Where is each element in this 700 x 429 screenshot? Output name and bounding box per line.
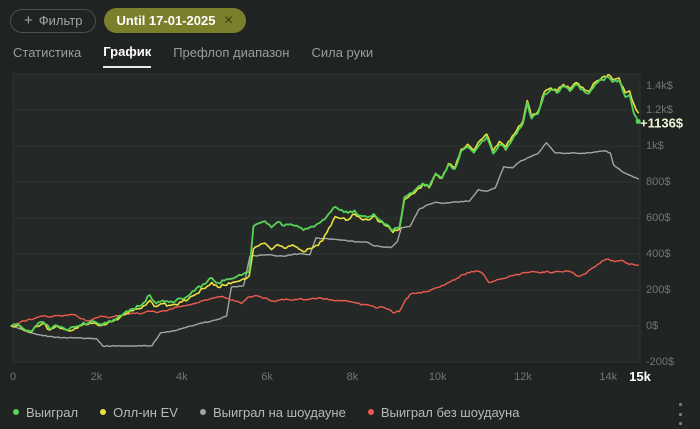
series-line-won-showdown — [10, 142, 639, 348]
tab-hand-strength[interactable]: Сила руки — [311, 44, 373, 68]
series-end-dot-won — [635, 119, 641, 125]
filter-toolbar: + Фильтр Until 17-01-2025 ✕ — [10, 8, 246, 33]
x-tick-label: 12k — [514, 371, 532, 383]
tab-preflop-range[interactable]: Префлоп диапазон — [173, 44, 289, 68]
x-tick-label: 4k — [175, 371, 188, 383]
legend-dot-allin-ev — [100, 409, 107, 415]
chart-legend: Выиграл Олл-ин EV Выиграл на шоудауне Выигр… — [13, 404, 519, 420]
legend-dot-won — [13, 409, 19, 415]
series-line-won-no-showdown — [10, 258, 639, 327]
x-tick-label: 6k — [261, 371, 273, 383]
y-tick-label: -200$ — [646, 356, 675, 368]
tab-label-statistics: Статистика — [13, 45, 82, 60]
y-tick-label: 1k$ — [646, 140, 664, 152]
series-line-won — [10, 75, 640, 333]
legend-item-won-no-showdown[interactable]: Выиграл без шоудауна — [367, 405, 519, 420]
x-axis-end-label: 15k — [629, 369, 651, 384]
tab-chart[interactable]: График — [103, 44, 152, 68]
tab-label-preflop-range: Префлоп диапазон — [173, 45, 290, 60]
legend-item-allin-ev[interactable]: Олл-ин EV — [100, 405, 178, 420]
close-icon[interactable]: ✕ — [223, 13, 234, 27]
tab-label-hand-strength: Сила руки — [311, 45, 374, 60]
x-tick-label: 0 — [9, 371, 17, 383]
date-filter-chip[interactable]: Until 17-01-2025 ✕ — [104, 8, 246, 33]
tab-statistics[interactable]: Статистика — [13, 44, 81, 68]
legend-dot-won-showdown — [199, 409, 206, 415]
y-tick-label: 200$ — [646, 284, 671, 296]
legend-item-won[interactable]: Выиграл — [13, 405, 78, 420]
plus-icon: + — [24, 11, 33, 29]
y-tick-label: 1.4k$ — [646, 80, 673, 92]
x-tick-label: 14k — [599, 371, 618, 383]
y-tick-label: 400$ — [646, 248, 671, 260]
tab-label-chart: График — [103, 44, 152, 59]
current-value-badge: +1136$ — [640, 115, 684, 131]
tab-bar: Статистика График Префлоп диапазон Сила рук… — [13, 44, 373, 68]
x-tick-label: 2k — [90, 371, 103, 383]
date-filter-label: Until 17-01-2025 — [116, 13, 216, 28]
x-tick-label: 10k — [428, 371, 447, 383]
legend-dot-won-no-showdown — [367, 409, 374, 415]
kebab-menu-icon[interactable] — [672, 402, 688, 426]
y-tick-label: 1.2k$ — [646, 104, 673, 116]
x-tick-label: 8k — [346, 371, 359, 383]
y-tick-label: 0$ — [646, 320, 659, 332]
y-tick-label: 600$ — [646, 212, 671, 224]
legend-item-won-showdown[interactable]: Выиграл на шоудауне — [199, 405, 346, 420]
add-filter-label: Фильтр — [38, 13, 83, 28]
y-tick-label: 800$ — [646, 176, 671, 188]
add-filter-button[interactable]: + Фильтр — [10, 8, 97, 33]
